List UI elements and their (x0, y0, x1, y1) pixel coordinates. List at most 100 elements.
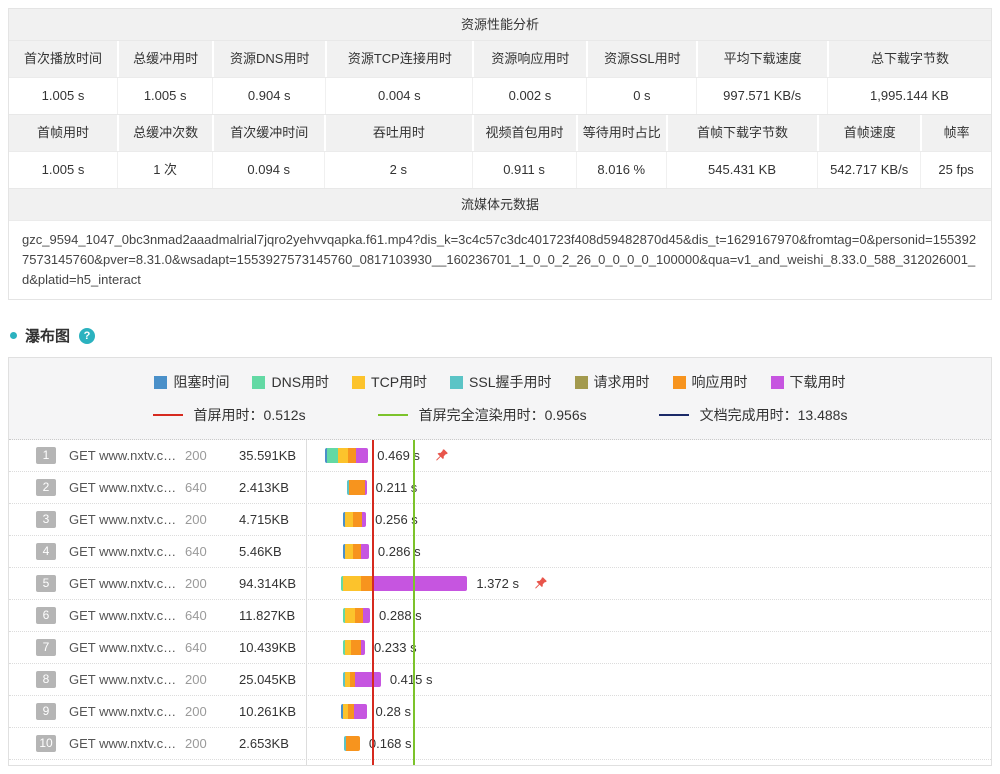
response-size: 10.439KB (239, 640, 297, 656)
request-url[interactable]: GET www.nxtv.c… (69, 640, 177, 656)
segment-blocked (340, 704, 343, 720)
timing-bar[interactable] (340, 576, 468, 592)
metric-value-cell: 8.016 % (575, 152, 666, 188)
response-size: 2.653KB (239, 736, 289, 752)
segment-download (361, 640, 366, 656)
waterfall-row-7[interactable]: 7 GET www.nxtv.c… 640 10.439KB 0.233 s (9, 632, 991, 665)
metric-header-row: 首帧用时 总缓冲次数 首次缓冲时间 吞吐用时 视频首包用时 等待用时占比 首帧下载字节数 首帧… (9, 114, 991, 151)
timing-bar[interactable] (343, 640, 366, 656)
request-swatch-icon (574, 375, 588, 389)
metric-value-cell: 2 s (324, 152, 472, 188)
waterfall-row-2[interactable]: 2 GET www.nxtv.c… 640 2.413KB 0.211 s (9, 472, 991, 505)
timeline-axis-line (306, 440, 307, 766)
row-index-badge: 8 (36, 671, 56, 689)
pin-icon[interactable] (533, 576, 548, 591)
blocked-swatch-icon (154, 375, 168, 389)
segment-tcp (344, 544, 353, 560)
request-url[interactable]: GET www.nxtv.c… (69, 608, 177, 624)
response-size: 5.46KB (239, 544, 282, 560)
metric-groups: 首次播放时间 总缓冲用时 资源DNS用时 资源TCP连接用时 资源响应用时 资源SSL用时… (9, 40, 991, 188)
request-url[interactable]: GET www.nxtv.c… (69, 576, 177, 592)
metric-header-cell: 吞吐用时 (324, 115, 472, 151)
total-time-label: 0.256 s (375, 512, 418, 528)
timing-bar[interactable] (340, 704, 367, 720)
timing-bar[interactable] (342, 672, 381, 688)
row-index-badge: 10 (36, 735, 56, 753)
metric-header-cell: 资源响应用时 (472, 41, 587, 77)
legend-label: 响应用时 (691, 374, 748, 391)
legend-item-response: 响应用时 (672, 372, 748, 392)
total-time-label: 0.168 s (368, 736, 412, 752)
segment-download (353, 704, 367, 720)
metric-value-cell: 0.904 s (212, 78, 326, 114)
request-url[interactable]: GET www.nxtv.c… (69, 448, 177, 464)
help-icon[interactable]: ? (79, 327, 96, 344)
bar-annotations: 0.168 s (369, 728, 412, 759)
metric-value-cell: 545.431 KB (665, 152, 818, 188)
timing-bar[interactable] (342, 512, 367, 528)
waterfall-row-1[interactable]: 1 GET www.nxtv.c… 200 35.591KB 0.469 s (9, 440, 991, 473)
waterfall-row-4[interactable]: 4 GET www.nxtv.c… 640 5.46KB 0.286 s (9, 536, 991, 569)
metric-value-cell: 0.094 s (212, 152, 325, 188)
legend-item-download: 下载用时 (770, 372, 846, 392)
bar-annotations: 0.211 s (376, 472, 418, 503)
pin-icon[interactable] (434, 448, 449, 463)
segment-download (364, 480, 367, 496)
metric-value-cell: 1 次 (117, 152, 213, 188)
legend-item-ssl: SSL握手用时 (450, 372, 552, 392)
response-size: 4.715KB (239, 512, 289, 528)
legend-label: SSL握手用时 (469, 374, 552, 391)
timing-line-legend: 首屏用时：0.512s 首屏完全渲染用时：0.956s 文档完成用时：13.488s (9, 404, 991, 426)
row-index-badge: 4 (36, 543, 56, 561)
segment-response (352, 512, 363, 528)
stream-meta-url: gzc_9594_1047_0bc3nmad2aaadmalrial7jqro2… (9, 220, 991, 300)
request-url[interactable]: GET www.nxtv.c… (69, 672, 177, 688)
waterfall-legend-area: 阻塞时间 DNS用时 TCP用时 SSL握手用时 请求用时 响应用时 下载用时 首屏用时：0… (9, 358, 991, 441)
waterfall-row-9[interactable]: 9 GET www.nxtv.c… 200 10.261KB 0.28 s (9, 696, 991, 729)
segment-response (346, 736, 361, 752)
bar-annotations: 0.288 s (379, 600, 422, 631)
segment-blocked (342, 512, 345, 528)
request-url[interactable]: GET www.nxtv.c… (69, 544, 177, 560)
tcp-swatch-icon (352, 375, 366, 389)
request-url[interactable]: GET www.nxtv.c… (69, 480, 177, 496)
segment-response (354, 608, 363, 624)
metric-value-cell: 1.005 s (9, 152, 118, 188)
waterfall-row-5[interactable]: 5 GET www.nxtv.c… 200 94.314KB 1.372 s (9, 568, 991, 601)
bar-annotations: 0.233 s (374, 632, 417, 663)
request-url[interactable]: GET www.nxtv.c… (69, 704, 177, 720)
segment-download (361, 544, 370, 560)
status-code: 200 (185, 448, 207, 464)
timing-legend-item-0: 首屏用时：0.512s (152, 405, 306, 425)
timing-line-swatch-icon (658, 414, 689, 417)
total-time-label: 0.415 s (389, 672, 433, 688)
waterfall-row-8[interactable]: 8 GET www.nxtv.c… 200 25.045KB 0.415 s (9, 664, 991, 697)
total-time-label: 0.233 s (373, 640, 417, 656)
timing-bar[interactable] (347, 480, 367, 496)
segment-response (361, 576, 374, 592)
timing-bar[interactable] (344, 736, 361, 752)
status-code: 200 (185, 576, 207, 592)
timing-legend-label: 文档完成用时：13.488s (699, 407, 848, 424)
waterfall-row-10[interactable]: 10 GET www.nxtv.c… 200 2.653KB 0.168 s (9, 728, 991, 761)
request-url[interactable]: GET www.nxtv.c… (69, 512, 177, 528)
request-url[interactable]: GET www.nxtv.c… (69, 736, 177, 752)
legend-label: TCP用时 (371, 374, 428, 391)
waterfall-row-6[interactable]: 6 GET www.nxtv.c… 640 11.827KB 0.288 s (9, 600, 991, 633)
status-code: 640 (185, 640, 207, 656)
bar-annotations: 0.256 s (375, 504, 418, 535)
status-code: 640 (185, 544, 207, 560)
timing-bar[interactable] (343, 608, 371, 624)
waterfall-row-3[interactable]: 3 GET www.nxtv.c… 200 4.715KB 0.256 s (9, 504, 991, 537)
metric-header-cell: 总下载字节数 (826, 41, 991, 77)
metric-header-cell: 首帧下载字节数 (665, 115, 818, 151)
timing-bar[interactable] (342, 544, 370, 560)
ssl-swatch-icon (450, 375, 464, 389)
timing-bar[interactable] (325, 448, 369, 464)
metric-header-cell: 平均下载速度 (696, 41, 827, 77)
timing-line-swatch-icon (377, 414, 408, 417)
bar-annotations: 0.469 s (377, 440, 449, 471)
metric-header-cell: 等待用时占比 (575, 115, 666, 151)
segment-dns (343, 608, 346, 624)
timing-legend-label: 首屏用时：0.512s (193, 407, 306, 424)
